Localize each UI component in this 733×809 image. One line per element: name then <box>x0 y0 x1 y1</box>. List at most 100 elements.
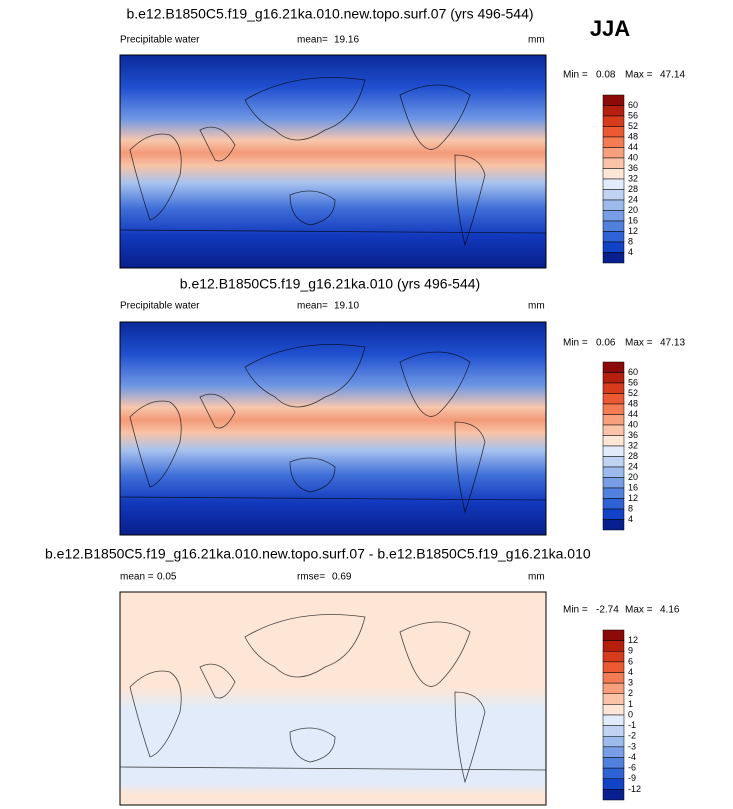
coastline <box>454 691 486 784</box>
colorbar-label: 4 <box>628 514 633 524</box>
colorbar-box <box>602 115 625 127</box>
colorbar-box <box>602 629 625 641</box>
colorbar-label: 36 <box>628 430 638 440</box>
colorbar-label: 12 <box>628 493 638 503</box>
colorbar-label: 12 <box>628 635 638 645</box>
coastline <box>399 84 471 150</box>
colorbar-label: -12 <box>628 784 641 794</box>
season-label: JJA <box>590 16 630 41</box>
panel-title: b.e12.B1850C5.f19_g16.21ka.010.new.topo.… <box>45 546 591 562</box>
colorbar-box <box>602 147 625 159</box>
colorbar-box <box>602 94 625 106</box>
colorbar-label: -2 <box>628 731 636 741</box>
colorbar-label: 20 <box>628 472 638 482</box>
colorbar-label: 32 <box>628 173 638 183</box>
panel-title: b.e12.B1850C5.f19_g16.21ka.010.new.topo.… <box>126 6 533 22</box>
colorbar-box <box>602 487 625 499</box>
coastline <box>129 400 182 488</box>
mean-label: mean= <box>297 35 328 46</box>
colorbar-label: 4 <box>628 667 633 677</box>
colorbar-label: 8 <box>628 503 633 513</box>
colorbar-box <box>602 403 625 415</box>
coastlines <box>119 614 547 784</box>
coastline <box>119 229 547 234</box>
colorbar-box <box>602 126 625 138</box>
coastline <box>119 496 547 501</box>
coastline <box>399 351 471 417</box>
coastline <box>454 421 486 514</box>
colorbar-label: 28 <box>628 451 638 461</box>
colorbar-label: 2 <box>628 688 633 698</box>
colorbar-label: -3 <box>628 741 636 751</box>
colorbar-box <box>602 640 625 652</box>
colorbar-box <box>602 757 625 769</box>
units-label: mm <box>528 301 545 312</box>
colorbar-box <box>602 466 625 478</box>
colorbar-box <box>602 477 625 489</box>
colorbar-box <box>602 435 625 447</box>
colorbar-box <box>602 445 625 457</box>
colorbar-label: 52 <box>628 121 638 131</box>
min-value: 0.08 <box>596 70 616 81</box>
panel-title: b.e12.B1850C5.f19_g16.21ka.010 (yrs 496-… <box>180 276 480 292</box>
colorbar-label: 12 <box>628 226 638 236</box>
colorbar-label: 20 <box>628 205 638 215</box>
colorbar-label: -6 <box>628 763 636 773</box>
colorbar-box <box>602 178 625 190</box>
colorbar-box <box>602 704 625 716</box>
coastline <box>199 663 236 699</box>
colorbar-box <box>602 393 625 405</box>
map-field <box>119 54 547 269</box>
colorbar-box <box>602 136 625 148</box>
colorbar-label: 0 <box>628 709 633 719</box>
colorbar-label: 56 <box>628 110 638 120</box>
map-field <box>119 321 547 536</box>
colorbar-box <box>602 789 625 801</box>
colorbar-box <box>602 519 625 531</box>
colorbar-box <box>602 252 625 264</box>
units-label: mm <box>528 35 545 46</box>
colorbar-box <box>602 105 625 117</box>
colorbar-box <box>602 714 625 726</box>
coastline <box>289 190 336 226</box>
colorbar-box <box>602 661 625 673</box>
colorbar-label: 24 <box>628 194 638 204</box>
colorbar-label: -4 <box>628 752 636 762</box>
colorbar-box <box>602 382 625 394</box>
colorbar-label: 48 <box>628 398 638 408</box>
colorbar-box <box>602 498 625 510</box>
colorbar-box <box>602 210 625 222</box>
colorbar-box <box>602 672 625 684</box>
colorbar-box <box>602 508 625 520</box>
colorbar-box <box>602 456 625 468</box>
colorbar-label: 48 <box>628 131 638 141</box>
colorbar-label: 16 <box>628 215 638 225</box>
colorbar-box <box>602 199 625 211</box>
colorbar-box <box>602 157 625 169</box>
colorbar-label: 24 <box>628 461 638 471</box>
coastline <box>289 727 336 763</box>
variable-label: Precipitable water <box>120 301 200 312</box>
colorbar-box <box>602 241 625 253</box>
variable-label: Precipitable water <box>120 35 200 46</box>
colorbar-label: 44 <box>628 409 638 419</box>
min-label: Min = <box>563 70 588 81</box>
coastline <box>199 393 236 429</box>
colorbar-label: -9 <box>628 773 636 783</box>
max-label: Max = <box>625 605 653 616</box>
colorbar-box <box>602 778 625 790</box>
colorbar-label: 36 <box>628 163 638 173</box>
coastline <box>129 133 182 221</box>
colorbar-label: 16 <box>628 482 638 492</box>
colorbar-label: 9 <box>628 646 633 656</box>
coastline <box>244 344 366 408</box>
colorbar-label: 3 <box>628 678 633 688</box>
max-value: 4.16 <box>660 605 680 616</box>
colorbar-box <box>602 725 625 737</box>
colorbar-box <box>602 414 625 426</box>
colorbar-label: 1 <box>628 699 633 709</box>
mean-value: 19.16 <box>334 35 359 46</box>
colorbar-box <box>602 651 625 663</box>
colorbar-label: 28 <box>628 184 638 194</box>
